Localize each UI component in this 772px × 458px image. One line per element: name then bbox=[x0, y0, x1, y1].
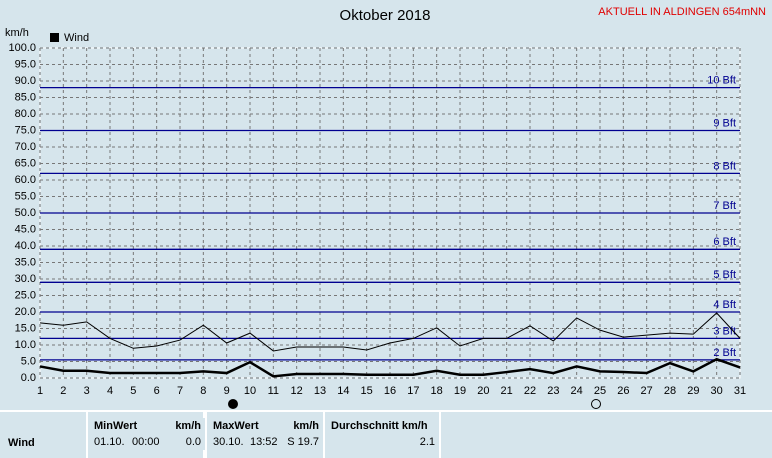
y-tick-label: 75.0 bbox=[15, 124, 36, 136]
x-tick-label: 26 bbox=[617, 385, 629, 397]
x-tick-label: 6 bbox=[154, 385, 160, 397]
beaufort-label: 3 Bft bbox=[713, 325, 736, 337]
x-tick-label: 16 bbox=[384, 385, 396, 397]
y-tick-label: 65.0 bbox=[15, 157, 36, 169]
y-tick-label: 50.0 bbox=[15, 207, 36, 219]
table-cell: 0.0 bbox=[160, 434, 205, 450]
x-tick-label: 24 bbox=[571, 385, 583, 397]
x-tick-label: 31 bbox=[734, 385, 746, 397]
y-tick-label: 45.0 bbox=[15, 223, 36, 235]
x-tick-label: 15 bbox=[361, 385, 373, 397]
table-column bbox=[441, 412, 772, 458]
table-cell: Durchschnitt km/h bbox=[327, 418, 439, 434]
x-tick-label: 19 bbox=[454, 385, 466, 397]
table-cell: 30.10. bbox=[209, 434, 254, 450]
x-tick-label: 20 bbox=[477, 385, 489, 397]
x-tick-label: 5 bbox=[130, 385, 136, 397]
x-tick-label: 14 bbox=[337, 385, 349, 397]
table-cell: 00:00 bbox=[128, 434, 168, 450]
x-tick-label: 7 bbox=[177, 385, 183, 397]
beaufort-label: 4 Bft bbox=[713, 299, 736, 311]
x-tick-label: 29 bbox=[687, 385, 699, 397]
y-tick-label: 55.0 bbox=[15, 190, 36, 202]
y-tick-label: 35.0 bbox=[15, 256, 36, 268]
chart-title: Oktober 2018 bbox=[340, 7, 431, 24]
table-cell: MinWert bbox=[90, 418, 160, 434]
station-label: AKTUELL IN ALDINGEN 654mNN bbox=[598, 6, 766, 18]
x-tick-label: 2 bbox=[60, 385, 66, 397]
table-cell: S 19.7 bbox=[279, 434, 323, 450]
x-tick-label: 4 bbox=[107, 385, 113, 397]
x-tick-label: 23 bbox=[547, 385, 559, 397]
x-tick-label: 21 bbox=[501, 385, 513, 397]
wind-line bbox=[39, 357, 741, 378]
table-cell: Wind bbox=[4, 435, 84, 451]
table-cell: 2.1 bbox=[327, 434, 439, 450]
x-tick-label: 30 bbox=[711, 385, 723, 397]
x-tick-label: 8 bbox=[200, 385, 206, 397]
table-cell: km/h bbox=[160, 418, 205, 434]
beaufort-label: 8 Bft bbox=[713, 160, 736, 172]
y-tick-label: 30.0 bbox=[15, 273, 36, 285]
y-axis-label: km/h bbox=[5, 27, 29, 39]
x-tick-label: 12 bbox=[291, 385, 303, 397]
table-cell: km/h bbox=[279, 418, 323, 434]
chart: Oktober 2018 AKTUELL IN ALDINGEN 654mNN … bbox=[5, 6, 766, 409]
y-tick-label: 25.0 bbox=[15, 289, 36, 301]
y-tick-label: 15.0 bbox=[15, 322, 36, 334]
y-tick-label: 90.0 bbox=[15, 75, 36, 87]
x-tick-label: 1 bbox=[37, 385, 43, 397]
y-tick-label: 70.0 bbox=[15, 141, 36, 153]
x-tick-label: 13 bbox=[314, 385, 326, 397]
x-tick-label: 9 bbox=[224, 385, 230, 397]
table-cell: 13:52 bbox=[246, 434, 286, 450]
legend-swatch bbox=[50, 33, 59, 42]
beaufort-label: 5 Bft bbox=[713, 269, 736, 281]
x-tick-label: 28 bbox=[664, 385, 676, 397]
x-tick-label: 22 bbox=[524, 385, 536, 397]
x-tick-label: 11 bbox=[268, 385, 279, 397]
moon-icon bbox=[591, 399, 601, 409]
y-tick-label: 5.0 bbox=[21, 355, 36, 367]
x-tick-label: 3 bbox=[84, 385, 90, 397]
y-tick-label: 95.0 bbox=[15, 58, 36, 70]
table-cell: 01.10. bbox=[90, 434, 140, 450]
y-tick-label: 40.0 bbox=[15, 240, 36, 252]
legend-label: Wind bbox=[64, 32, 89, 44]
beaufort-label: 6 Bft bbox=[713, 236, 736, 248]
table-cell: MaxWert bbox=[209, 418, 279, 434]
y-tick-label: 20.0 bbox=[15, 306, 36, 318]
y-tick-label: 0.0 bbox=[21, 372, 36, 384]
y-tick-label: 80.0 bbox=[15, 108, 36, 120]
beaufort-label: 10 Bft bbox=[707, 75, 736, 87]
wind-line bbox=[39, 312, 741, 352]
moon-icon bbox=[228, 399, 238, 409]
x-tick-label: 25 bbox=[594, 385, 606, 397]
beaufort-label: 9 Bft bbox=[713, 117, 736, 129]
beaufort-label: 2 Bft bbox=[713, 347, 736, 359]
stats-table: MinWert km/h MaxWert km/h Durchschnitt km/h W… bbox=[0, 410, 772, 458]
y-tick-label: 10.0 bbox=[15, 339, 36, 351]
x-tick-label: 10 bbox=[244, 385, 256, 397]
x-tick-label: 18 bbox=[431, 385, 443, 397]
y-tick-label: 60.0 bbox=[15, 174, 36, 186]
x-tick-label: 17 bbox=[407, 385, 419, 397]
beaufort-label: 7 Bft bbox=[713, 200, 736, 212]
x-tick-label: 27 bbox=[641, 385, 653, 397]
y-tick-label: 100.0 bbox=[8, 42, 36, 54]
y-tick-label: 85.0 bbox=[15, 91, 36, 103]
